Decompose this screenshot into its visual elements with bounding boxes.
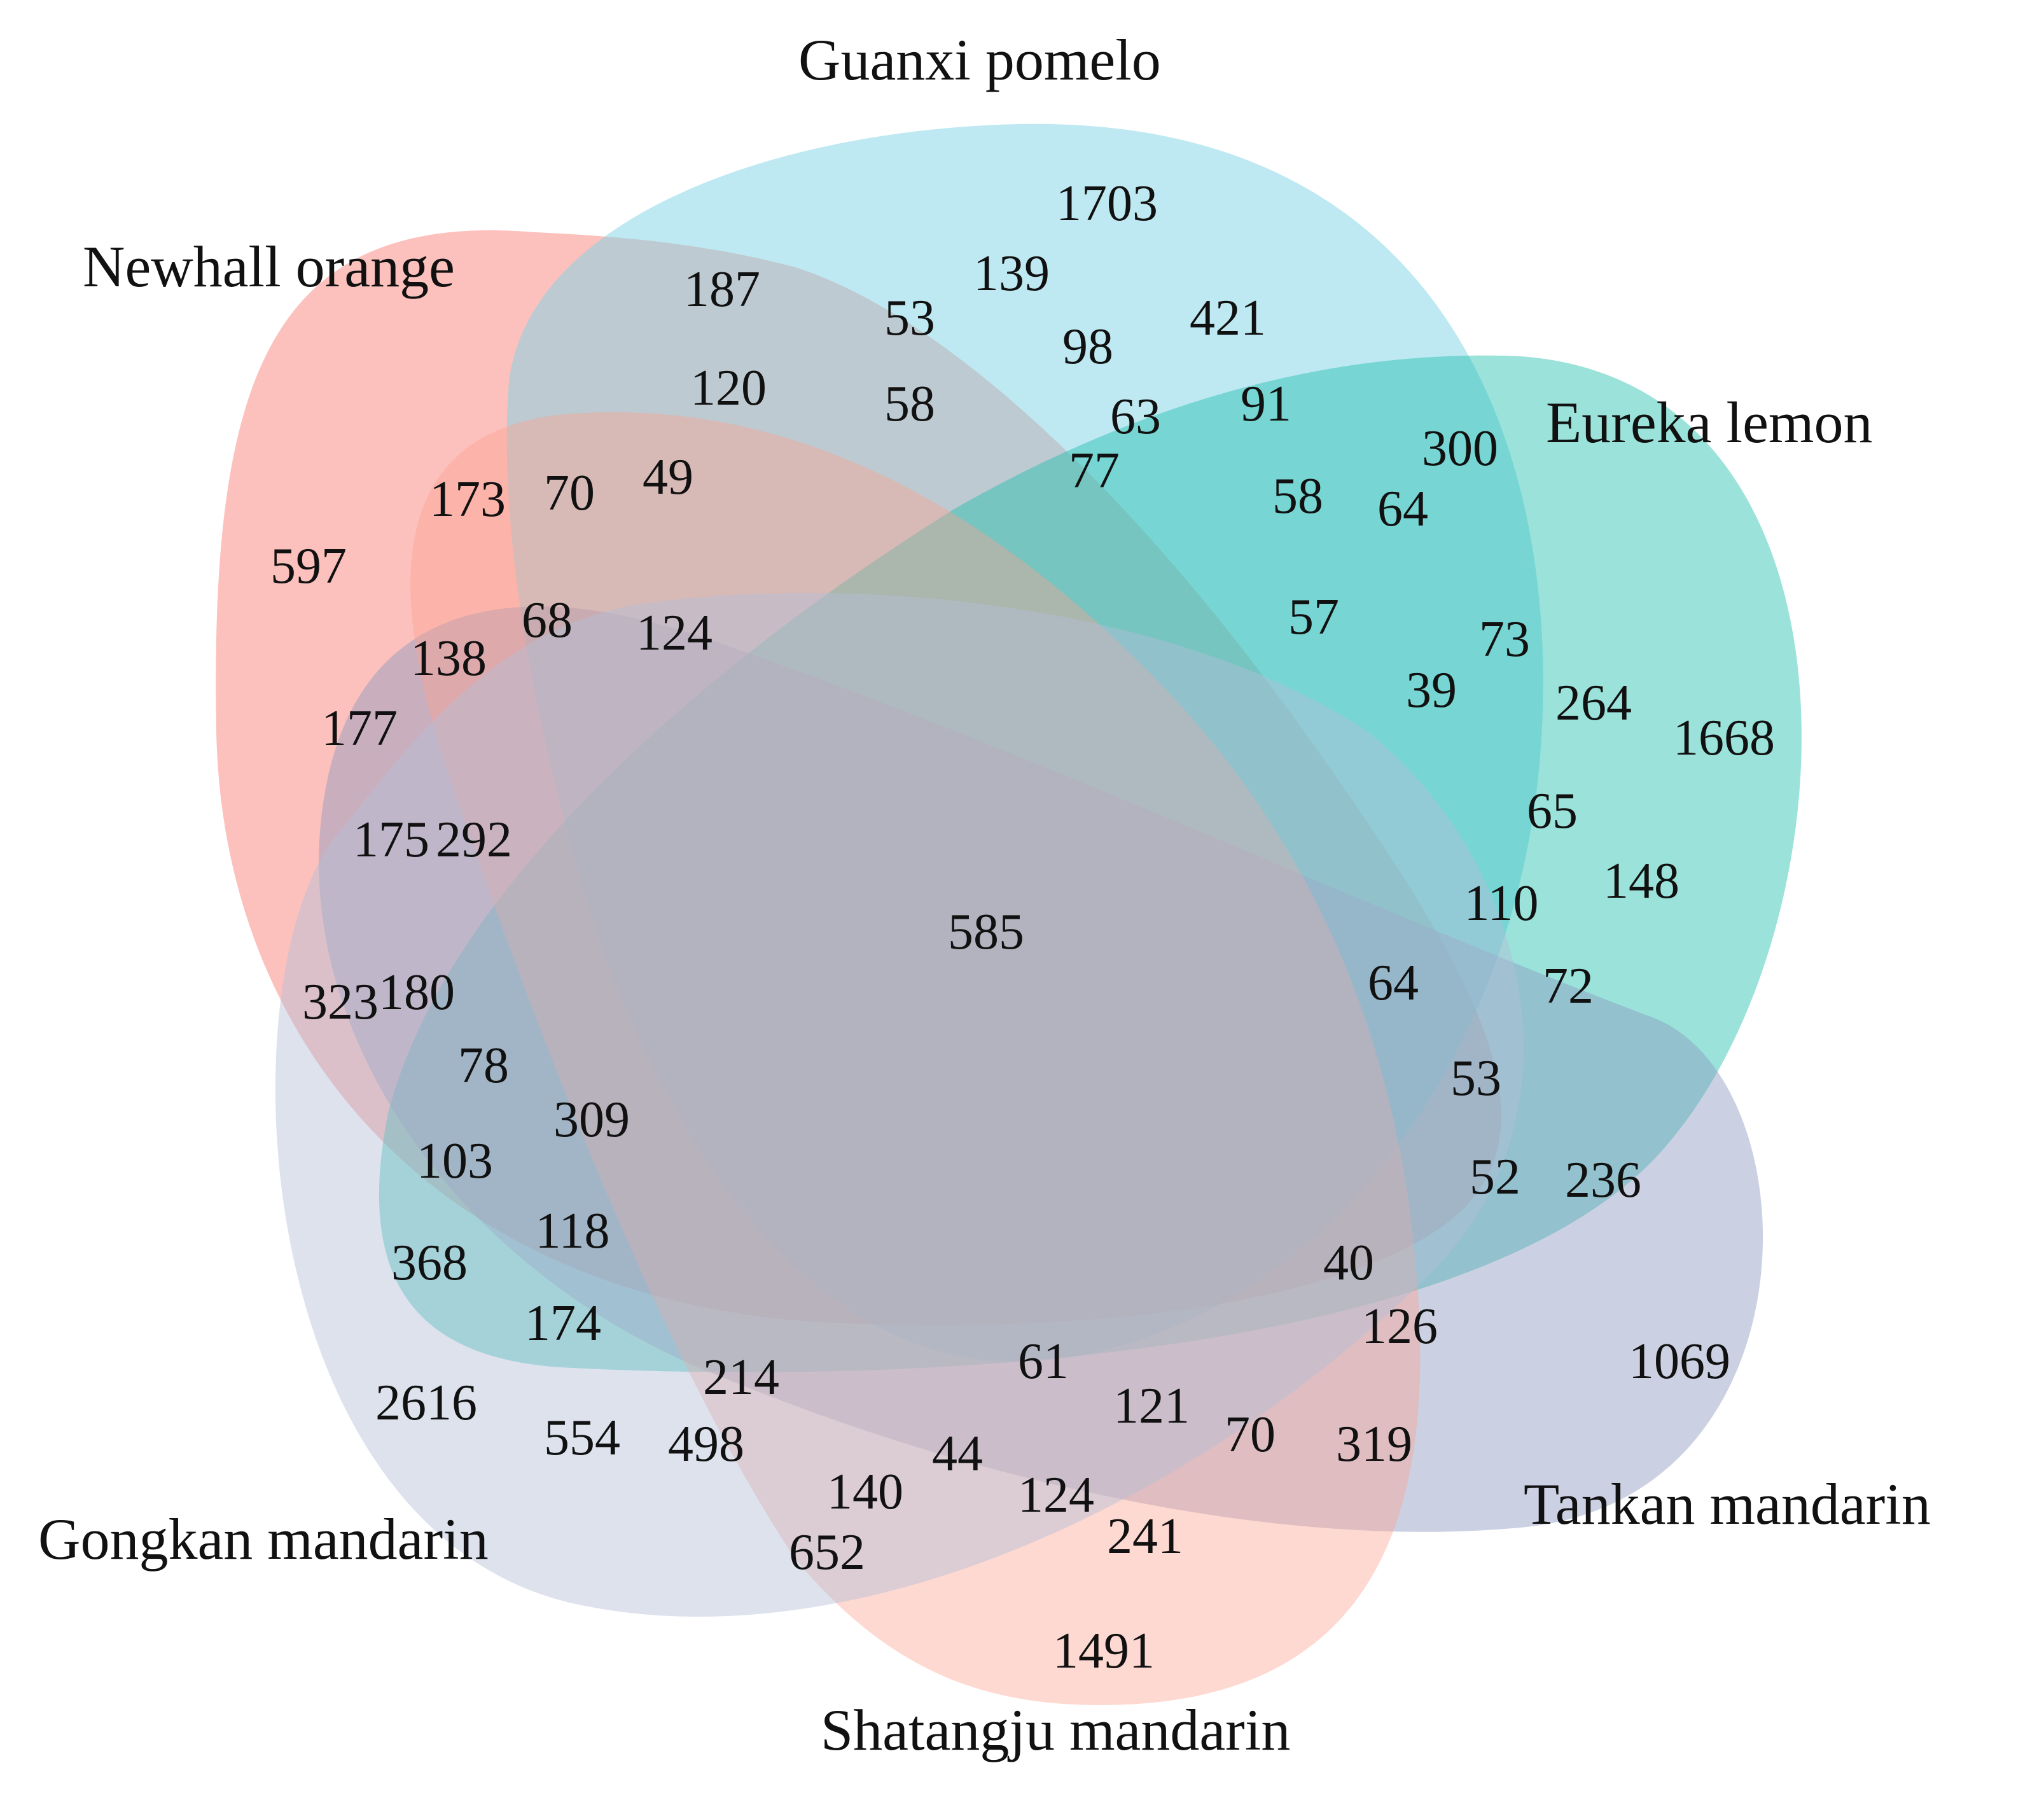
region-count: 121 — [1113, 1378, 1190, 1434]
region-count: 138 — [410, 631, 487, 686]
label-guanxi-pomelo: Guanxi pomelo — [798, 27, 1161, 92]
set-guanxi-pomelo-shape — [506, 123, 1543, 1362]
region-count: 103 — [417, 1133, 493, 1189]
region-count: 175 — [353, 812, 429, 868]
region-count: 498 — [668, 1416, 744, 1472]
region-count: 1668 — [1673, 710, 1775, 766]
region-count: 70 — [544, 465, 595, 521]
region-count: 126 — [1361, 1299, 1438, 1355]
region-count: 323 — [302, 974, 379, 1030]
region-count: 49 — [643, 449, 693, 505]
region-count: 124 — [1018, 1467, 1094, 1523]
region-count: 57 — [1288, 589, 1339, 645]
region-count: 1491 — [1053, 1623, 1155, 1679]
label-tankan-mandarin: Tankan mandarin — [1524, 1472, 1931, 1537]
region-count: 53 — [1450, 1050, 1501, 1106]
set-gongkan-mandarin-shape — [275, 592, 1524, 1617]
region-count: 68 — [522, 592, 573, 648]
region-count: 421 — [1190, 290, 1266, 346]
region-count: 652 — [789, 1524, 865, 1580]
set-shapes — [216, 123, 1802, 1705]
region-count: 554 — [544, 1410, 620, 1466]
region-count: 53 — [884, 290, 935, 346]
set-eureka-lemon-shape — [379, 355, 1802, 1372]
region-count: 44 — [932, 1426, 983, 1482]
region-count: 180 — [379, 965, 455, 1021]
region-count: 292 — [436, 812, 512, 868]
region-count: 63 — [1110, 389, 1161, 445]
region-count: 39 — [1406, 662, 1457, 718]
region-count: 148 — [1603, 853, 1679, 909]
region-count: 65 — [1527, 783, 1578, 839]
region-count: 174 — [525, 1295, 601, 1351]
region-counts: 1703 187 139 53 421 98 120 58 63 91 300 … — [270, 176, 1775, 1679]
region-count: 64 — [1377, 481, 1428, 537]
set-labels: Newhall orange Guanxi pomelo Eureka lemo… — [38, 27, 1931, 1762]
region-count: 77 — [1069, 443, 1120, 499]
region-count: 264 — [1555, 675, 1632, 731]
region-count: 139 — [973, 246, 1050, 302]
region-count: 124 — [636, 605, 713, 661]
region-count: 110 — [1464, 875, 1538, 931]
set-shatangju-mandarin-shape — [410, 412, 1421, 1705]
region-count: 597 — [270, 538, 347, 594]
region-count: 2616 — [375, 1375, 477, 1431]
region-count: 187 — [684, 261, 760, 317]
region-count: 73 — [1479, 611, 1530, 667]
region-count: 64 — [1368, 955, 1419, 1011]
region-count: 1703 — [1056, 176, 1158, 232]
label-shatangju-mandarin: Shatangju mandarin — [821, 1697, 1290, 1762]
region-count: 214 — [703, 1349, 779, 1405]
region-count: 72 — [1543, 958, 1594, 1014]
label-eureka-lemon: Eureka lemon — [1546, 390, 1872, 455]
region-count: 241 — [1107, 1509, 1183, 1565]
region-count: 236 — [1565, 1152, 1641, 1208]
region-count: 78 — [458, 1038, 509, 1094]
region-count: 58 — [1272, 468, 1323, 524]
region-count: 40 — [1323, 1235, 1374, 1291]
set-tankan-mandarin-shape — [319, 606, 1763, 1532]
region-count: 52 — [1470, 1149, 1520, 1205]
region-count: 120 — [690, 360, 767, 416]
region-count: 140 — [827, 1464, 903, 1520]
region-count: 173 — [429, 471, 506, 527]
region-count: 61 — [1018, 1334, 1069, 1390]
label-gongkan-mandarin: Gongkan mandarin — [38, 1507, 489, 1572]
region-count: 1069 — [1629, 1334, 1730, 1390]
region-count: 309 — [553, 1092, 630, 1148]
region-count: 368 — [391, 1235, 468, 1291]
label-newhall-orange: Newhall orange — [83, 234, 455, 299]
region-count: 70 — [1225, 1407, 1276, 1463]
region-count: 319 — [1336, 1416, 1412, 1472]
region-count: 177 — [321, 700, 398, 756]
region-count: 585 — [948, 904, 1024, 960]
region-count: 118 — [535, 1203, 609, 1259]
region-count: 58 — [884, 376, 935, 432]
region-count: 300 — [1422, 421, 1498, 477]
region-count: 98 — [1062, 319, 1113, 375]
region-count: 91 — [1241, 376, 1291, 432]
